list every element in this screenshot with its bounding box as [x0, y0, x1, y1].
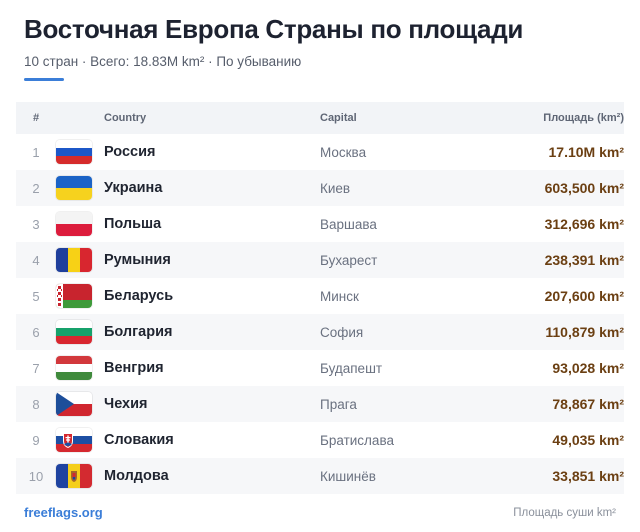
row-country: Россия	[104, 144, 156, 160]
countries-table: # Country Capital Площадь (km²) 1 Россия…	[16, 102, 624, 494]
row-rank: 5	[32, 288, 40, 304]
row-area: 17.10M km²	[548, 144, 624, 160]
table-row[interactable]: 8 Чехия Прага 78,867 km²	[16, 386, 624, 422]
row-capital: Братислава	[320, 432, 394, 448]
table-row[interactable]: 2 Украина Киев 603,500 km²	[16, 170, 624, 206]
row-country: Молдова	[104, 468, 169, 484]
flag-bulgaria-icon	[56, 320, 92, 344]
row-area: 312,696 km²	[544, 216, 624, 232]
row-capital: Кишинёв	[320, 468, 376, 484]
row-capital: Минск	[320, 288, 359, 304]
flag-belarus-icon	[56, 284, 92, 308]
table-row[interactable]: 4 Румыния Бухарест 238,391 km²	[16, 242, 624, 278]
row-area: 93,028 km²	[552, 360, 624, 376]
row-capital: Прага	[320, 396, 357, 412]
flag-poland-icon	[56, 212, 92, 236]
flag-czechia-icon	[56, 392, 92, 416]
flag-slovakia-icon	[56, 428, 92, 452]
column-header-area[interactable]: Площадь (km²)	[543, 112, 624, 124]
row-rank: 10	[28, 468, 44, 484]
row-rank: 1	[32, 144, 40, 160]
row-area: 207,600 km²	[544, 288, 624, 304]
title-accent-bar	[24, 78, 64, 81]
footer-note: Площадь суши km²	[513, 506, 616, 519]
row-country: Венгрия	[104, 360, 164, 376]
row-area: 238,391 km²	[544, 252, 624, 268]
flag-moldova-icon	[56, 464, 92, 488]
flag-ukraine-icon	[56, 176, 92, 200]
row-rank: 6	[32, 324, 40, 340]
column-header-rank[interactable]: #	[32, 112, 40, 124]
row-capital: София	[320, 324, 364, 340]
row-country: Беларусь	[104, 288, 174, 304]
row-rank: 4	[32, 252, 40, 268]
page-title: Восточная Европа Страны по площади	[24, 14, 524, 44]
row-rank: 7	[32, 360, 40, 376]
row-capital: Москва	[320, 144, 367, 160]
row-area: 110,879 km²	[545, 324, 624, 340]
row-rank: 3	[32, 216, 40, 232]
row-capital: Будапешт	[320, 360, 383, 376]
table-row[interactable]: 10 Молдова Кишинёв 33,851 km²	[16, 458, 624, 494]
row-capital: Варшава	[320, 216, 377, 232]
flag-russia-icon	[56, 140, 92, 164]
table-row[interactable]: 7 Венгрия Будапешт 93,028 km²	[16, 350, 624, 386]
column-header-country[interactable]: Country	[104, 112, 147, 124]
column-header-capital[interactable]: Capital	[320, 112, 357, 124]
page-header: Восточная Европа Страны по площади 10 ст…	[24, 12, 624, 81]
table-row[interactable]: 6 Болгария София 110,879 km²	[16, 314, 624, 350]
table-row[interactable]: 3 Польша Варшава 312,696 km²	[16, 206, 624, 242]
row-capital: Киев	[320, 180, 351, 196]
page-subtitle: 10 стран · Всего: 18.83M km² · По убыван…	[24, 54, 302, 69]
row-country: Чехия	[104, 396, 148, 412]
flag-hungary-icon	[56, 356, 92, 380]
row-rank: 9	[32, 432, 40, 448]
row-country: Польша	[104, 216, 162, 232]
row-area: 78,867 km²	[552, 396, 624, 412]
row-country: Украина	[104, 180, 163, 196]
row-capital: Бухарест	[320, 252, 378, 268]
row-area: 603,500 km²	[544, 180, 624, 196]
row-country: Румыния	[104, 252, 171, 268]
row-country: Словакия	[104, 432, 174, 448]
table-row[interactable]: 9 Словакия Братислава 49,035 km²	[16, 422, 624, 458]
row-country: Болгария	[104, 324, 173, 340]
table-row[interactable]: 5 Беларусь Минск 207,600 km²	[16, 278, 624, 314]
source-link[interactable]: freeflags.org	[24, 505, 103, 520]
table-header-row: # Country Capital Площадь (km²)	[16, 102, 624, 134]
flag-romania-icon	[56, 248, 92, 272]
page-footer: freeflags.org Площадь суши km²	[24, 505, 616, 520]
row-rank: 8	[32, 396, 40, 412]
table-row[interactable]: 1 Россия Москва 17.10M km²	[16, 134, 624, 170]
row-rank: 2	[32, 180, 40, 196]
row-area: 33,851 km²	[552, 468, 624, 484]
row-area: 49,035 km²	[552, 432, 624, 448]
